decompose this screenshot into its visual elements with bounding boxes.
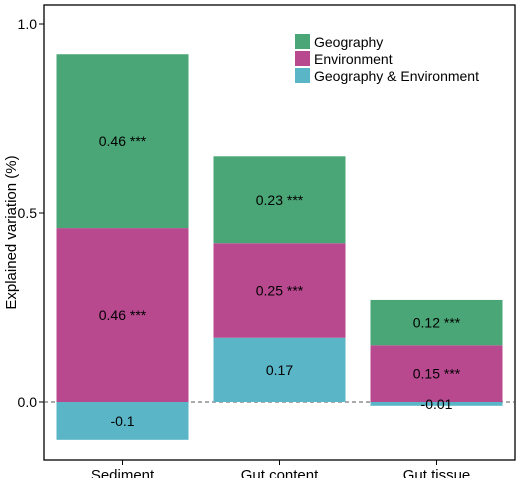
data-label-gut-tissue-geography: 0.12 *** — [413, 315, 461, 331]
bar-sediment-geography-environment — [56, 402, 189, 440]
legend-swatch-geography-environment — [295, 68, 310, 83]
x-axis: Sediment Gut content Gut tissue — [91, 460, 470, 478]
x-tick-label-gut-tissue: Gut tissue — [403, 467, 471, 478]
data-label-sediment-geography: 0.46 *** — [99, 133, 147, 149]
legend-swatch-environment — [295, 51, 310, 66]
data-label-sediment-geography-environment: -0.1 — [110, 413, 134, 429]
data-label-gut-tissue-geography-environment: -0.01 — [421, 396, 453, 412]
x-tick-label-sediment: Sediment — [91, 467, 155, 478]
legend-label-geography-environment: Geography & Environment — [314, 68, 479, 84]
legend-swatch-geography — [295, 34, 310, 49]
y-axis-label: Explained variation (%) — [3, 155, 20, 309]
bar-gut-tissue-geography — [370, 299, 503, 346]
data-label-gut-content-geography: 0.23 *** — [256, 192, 304, 208]
bar-sediment-environment — [56, 228, 189, 402]
y-axis: 0.0 0.5 1.0 — [18, 16, 44, 410]
y-tick-label: 1.0 — [18, 16, 38, 32]
legend-label-environment: Environment — [314, 51, 393, 67]
legend-label-geography: Geography — [314, 34, 383, 50]
y-tick-label: 0.5 — [18, 205, 38, 221]
bar-sediment-geography — [56, 54, 189, 229]
bar-gut-tissue-environment — [370, 345, 503, 402]
bar-gut-content-geography-environment — [213, 337, 346, 402]
data-label-gut-tissue-environment: 0.15 *** — [413, 366, 461, 382]
data-label-gut-content-environment: 0.25 *** — [256, 282, 304, 298]
data-label-sediment-environment: 0.46 *** — [99, 307, 147, 323]
bar-gut-tissue-geography-environment — [370, 402, 503, 406]
data-label-gut-content-geography-environment: 0.17 — [266, 362, 293, 378]
bars-layer — [56, 54, 503, 440]
bar-gut-content-environment — [213, 243, 346, 338]
bar-gut-content-geography — [213, 156, 346, 244]
x-tick-label-gut-content: Gut content — [241, 467, 319, 478]
bar-labels-layer: -0.1 0.46 *** 0.46 *** 0.17 0.25 *** 0.23 ***… — [99, 133, 461, 429]
y-tick-label: 0.0 — [18, 394, 38, 410]
